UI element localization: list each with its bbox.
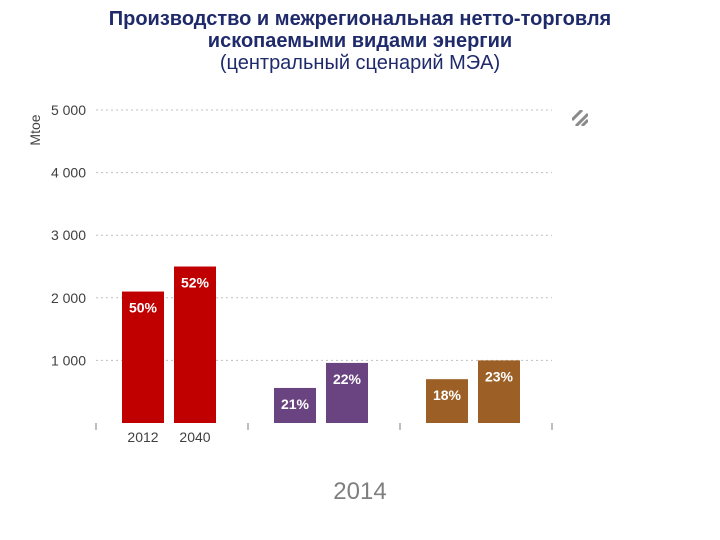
bar-group-2-2012 xyxy=(274,387,316,423)
x-tick-label: 2040 xyxy=(179,429,210,445)
y-tick-label: 3 000 xyxy=(51,227,86,243)
y-tick-label: 2 000 xyxy=(51,290,86,306)
bar-data-label: 18% xyxy=(433,387,462,403)
bar-group-1-2040 xyxy=(174,266,216,423)
bar-data-label: 50% xyxy=(129,300,158,316)
chart-title-line-2: ископаемыми видами энергии xyxy=(207,30,513,52)
y-tick-label: 4 000 xyxy=(51,165,86,181)
bar-group-2-2040 xyxy=(326,362,368,423)
title-block: Производство и межрегиональная нетто-тор… xyxy=(0,8,720,74)
chart-subtitle: (центральный сценарий МЭА) xyxy=(219,52,501,74)
hatched-legend-icon xyxy=(572,110,588,126)
bar-data-label: 21% xyxy=(281,396,310,412)
bar-group-3-2012 xyxy=(426,379,468,423)
bar-data-label: 22% xyxy=(333,371,362,387)
bar-group-3-2040 xyxy=(478,360,520,423)
y-tick-label: 1 000 xyxy=(51,352,86,368)
bar-data-label: 23% xyxy=(485,368,514,384)
bar-data-label: 52% xyxy=(181,275,210,291)
y-tick-label: 5 000 xyxy=(51,102,86,118)
y-axis-label: Mtoe xyxy=(27,114,43,145)
x-tick-label: 2012 xyxy=(127,429,158,445)
year-footer: 2014 xyxy=(333,478,387,505)
bar-group-1-2012 xyxy=(122,291,164,423)
chart-title-line-1: Производство и межрегиональная нетто-тор… xyxy=(108,8,612,30)
